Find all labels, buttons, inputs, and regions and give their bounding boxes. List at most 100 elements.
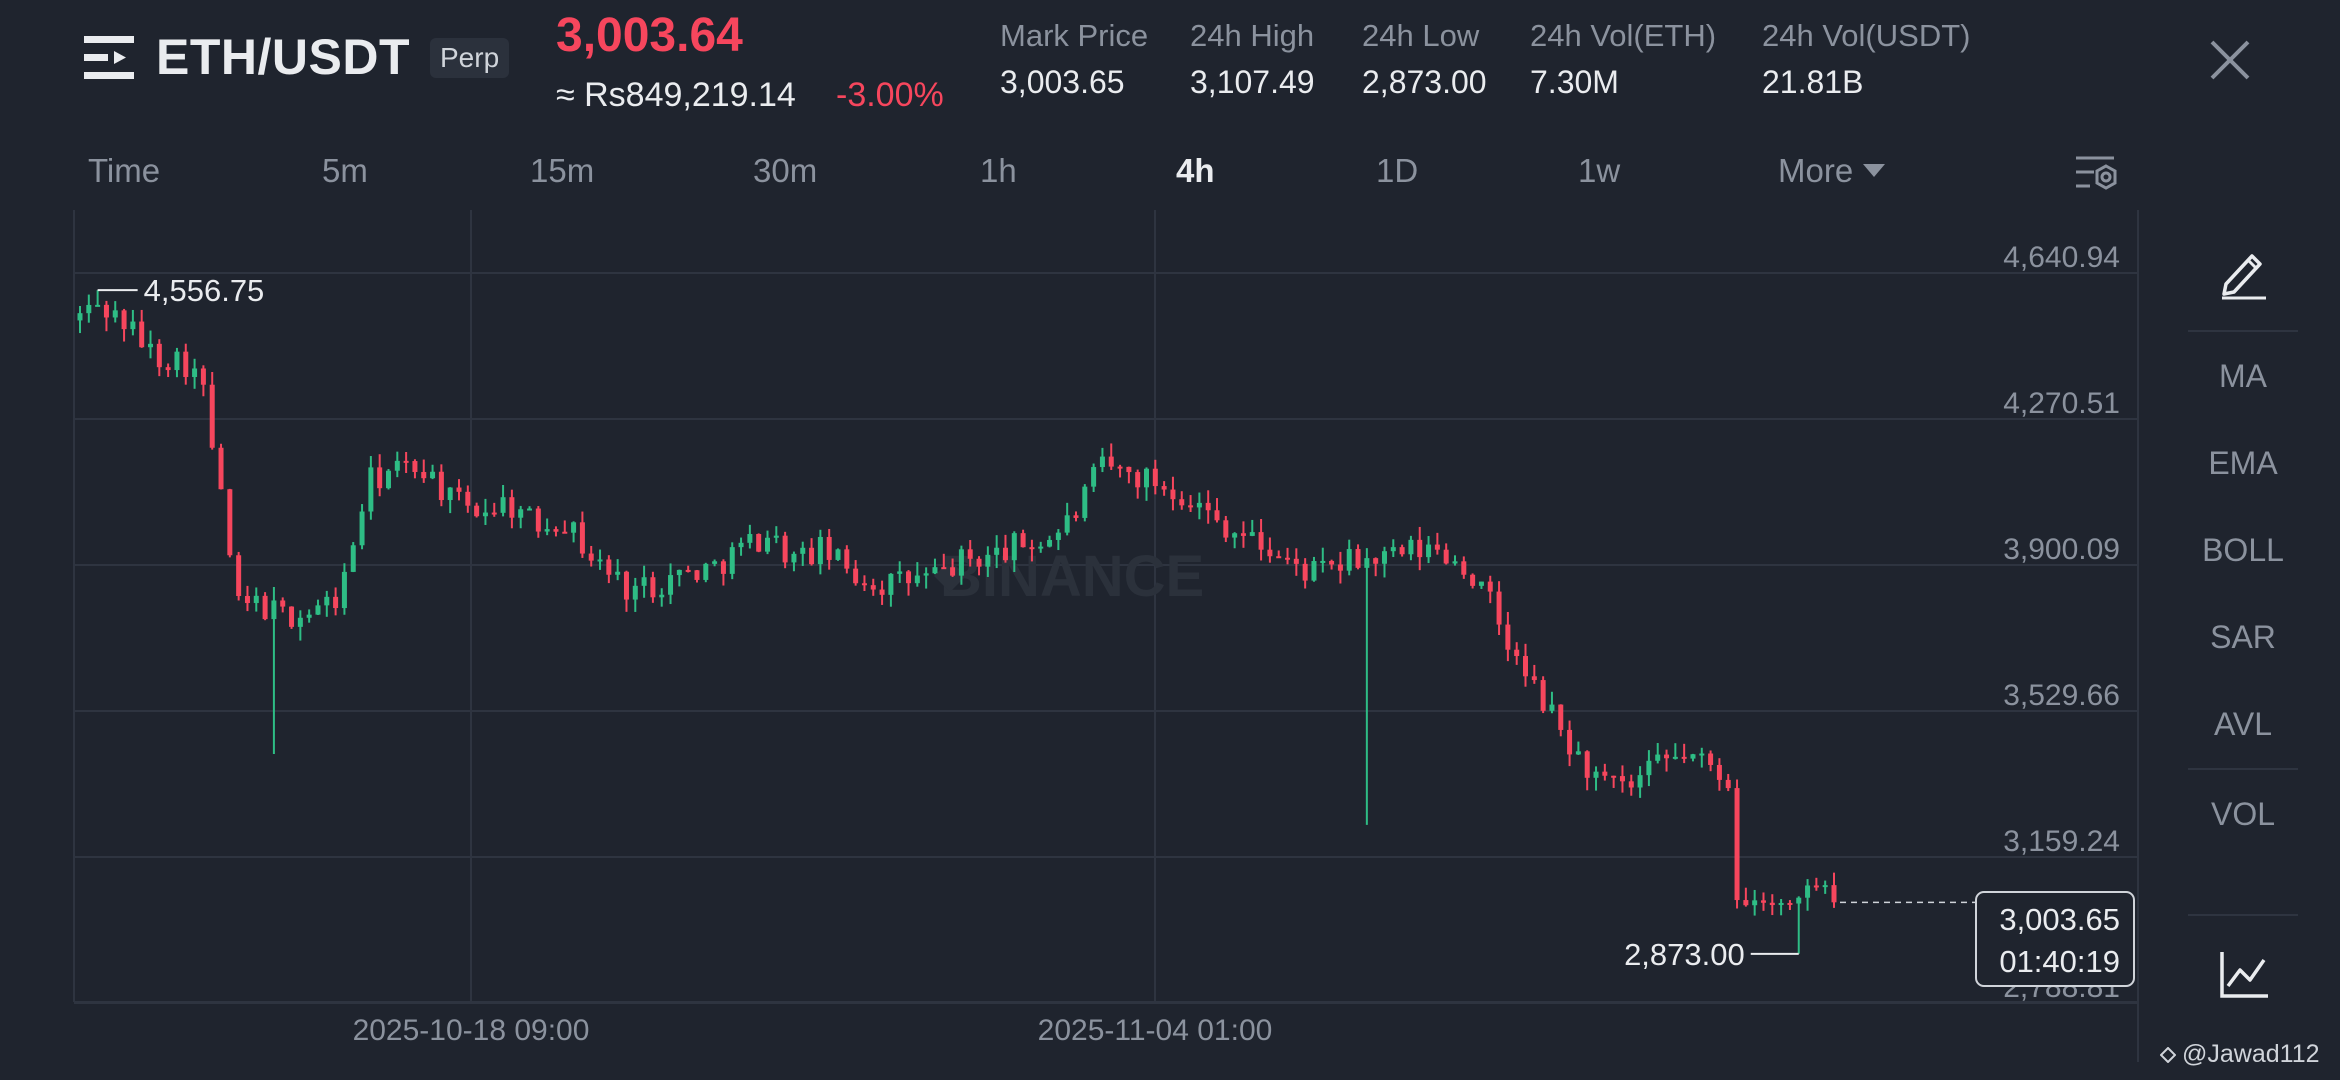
indicator-ema[interactable]: EMA bbox=[2208, 445, 2278, 481]
candle-body bbox=[1787, 902, 1793, 905]
low-24h-label: 24h Low bbox=[1362, 18, 1480, 53]
tf-1h[interactable]: 1h bbox=[980, 152, 1017, 189]
indicator-avl[interactable]: AVL bbox=[2213, 706, 2273, 742]
candle-body bbox=[456, 487, 462, 492]
tf-more[interactable]: More bbox=[1778, 152, 1886, 190]
y-tick-label: 3,159.24 bbox=[2003, 825, 2120, 858]
tf-1d[interactable]: 1D bbox=[1376, 152, 1419, 189]
x-tick-label: 2025-10-18 09:00 bbox=[353, 1014, 590, 1047]
candle-body bbox=[227, 489, 233, 556]
chart-type-icon[interactable] bbox=[2216, 946, 2272, 1002]
candle-body bbox=[183, 351, 189, 378]
candle-body bbox=[791, 553, 797, 563]
candle-body bbox=[1381, 551, 1387, 564]
chart-annotations: 4,556.75 2,873.00 3,003.65 01:40:19 bbox=[97, 273, 2135, 987]
candle-body bbox=[1364, 558, 1370, 568]
last-price-tag bbox=[1975, 891, 2135, 987]
candle-body bbox=[1091, 467, 1097, 487]
candle-body bbox=[438, 471, 444, 501]
candle-body bbox=[174, 351, 180, 371]
tf-15m[interactable]: 15m bbox=[530, 152, 595, 189]
pair-title[interactable]: ETH/USDT bbox=[156, 29, 410, 85]
candle-body bbox=[1179, 499, 1185, 506]
candle-body bbox=[491, 512, 497, 515]
indicator-vol[interactable]: VOL bbox=[2210, 796, 2276, 832]
candle-body bbox=[1434, 544, 1440, 550]
candle-body bbox=[1426, 544, 1432, 558]
candle-body bbox=[1540, 680, 1546, 711]
candle-body bbox=[1196, 502, 1202, 508]
indicator-sar[interactable]: SAR bbox=[2210, 619, 2276, 655]
candle-body bbox=[809, 547, 815, 565]
y-axis-labels: 4,640.94 4,270.51 3,900.09 3,529.66 3,159.24… bbox=[2003, 241, 2120, 1004]
candle-body bbox=[844, 549, 850, 569]
candle-body bbox=[421, 472, 427, 479]
candle-body bbox=[500, 497, 506, 513]
price-change-percent: -3.00% bbox=[836, 76, 944, 114]
vol-eth-value: 7.30M bbox=[1530, 64, 1619, 100]
candle-body bbox=[976, 558, 982, 567]
candle-body bbox=[1099, 456, 1105, 468]
tf-4h[interactable]: 4h bbox=[1176, 152, 1215, 189]
candle-body bbox=[1637, 775, 1643, 788]
candle-body bbox=[394, 460, 400, 471]
candle-body bbox=[1593, 771, 1599, 778]
candle-body bbox=[826, 536, 832, 560]
candle-body bbox=[86, 304, 92, 314]
candle-body bbox=[297, 617, 303, 627]
candle-body bbox=[156, 343, 162, 368]
contract-type-badge: Perp bbox=[430, 38, 510, 78]
candle-body bbox=[800, 547, 806, 554]
candle-body bbox=[1293, 558, 1299, 564]
candle-body bbox=[1320, 560, 1326, 563]
chart-settings-icon[interactable] bbox=[2072, 150, 2120, 198]
candle-body bbox=[1443, 549, 1449, 564]
candle-body bbox=[985, 554, 991, 567]
candle-body bbox=[562, 531, 568, 534]
candle-body bbox=[509, 497, 515, 518]
candle-body bbox=[1073, 515, 1079, 518]
candle-body bbox=[1064, 515, 1070, 533]
footer-credit: @Jawad112 bbox=[2160, 1040, 2320, 1069]
candle-body bbox=[535, 508, 541, 532]
indicator-boll[interactable]: BOLL bbox=[2202, 532, 2284, 568]
candle-body bbox=[262, 595, 268, 620]
candle-body bbox=[668, 575, 674, 595]
candle-body bbox=[1161, 486, 1167, 490]
high-24h-value: 3,107.49 bbox=[1190, 64, 1315, 100]
tf-time[interactable]: Time bbox=[88, 152, 161, 189]
draw-pencil-icon[interactable] bbox=[2216, 244, 2272, 300]
tf-5m[interactable]: 5m bbox=[322, 152, 368, 189]
candle-body bbox=[756, 534, 762, 552]
candle-body bbox=[1011, 533, 1017, 561]
candle-body bbox=[1047, 539, 1053, 547]
candle-body bbox=[1796, 897, 1802, 904]
candle-body bbox=[764, 537, 770, 552]
candle-body bbox=[1337, 564, 1343, 571]
candle-body bbox=[412, 461, 418, 473]
candle-body bbox=[782, 535, 788, 563]
close-icon[interactable] bbox=[2206, 36, 2254, 84]
candle-body bbox=[1531, 676, 1537, 681]
candle-body bbox=[853, 568, 859, 584]
tf-1w[interactable]: 1w bbox=[1578, 152, 1621, 189]
candle-body bbox=[632, 585, 638, 600]
candle-body bbox=[1478, 581, 1484, 586]
candle-body bbox=[1708, 753, 1714, 765]
candle-body bbox=[1417, 539, 1423, 558]
candle-body bbox=[1461, 561, 1467, 575]
candle-body bbox=[1672, 756, 1678, 759]
candle-body bbox=[1523, 656, 1529, 677]
mark-price-label: Mark Price bbox=[1000, 18, 1149, 53]
candle-body bbox=[659, 594, 665, 598]
indicator-ma[interactable]: MA bbox=[2219, 358, 2267, 394]
candle-body bbox=[615, 571, 621, 575]
toolbar-divider bbox=[2188, 768, 2298, 770]
candle-body bbox=[218, 447, 224, 490]
candle-body bbox=[888, 573, 894, 595]
menu-icon[interactable] bbox=[84, 34, 136, 82]
candle-body bbox=[1664, 754, 1670, 759]
candle-body bbox=[861, 583, 867, 586]
tf-30m[interactable]: 30m bbox=[753, 152, 818, 189]
